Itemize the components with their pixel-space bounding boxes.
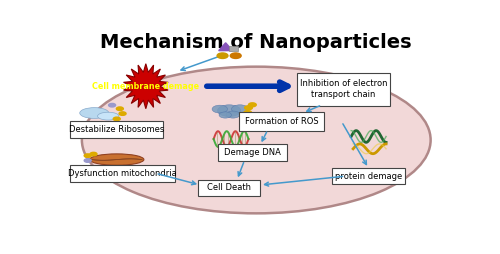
FancyBboxPatch shape: [297, 73, 390, 106]
Ellipse shape: [82, 67, 430, 213]
Circle shape: [218, 105, 241, 117]
Circle shape: [84, 154, 91, 157]
Text: Dysfunction mitochondria: Dysfunction mitochondria: [68, 169, 177, 178]
Circle shape: [244, 111, 252, 115]
Circle shape: [248, 103, 256, 107]
Circle shape: [90, 152, 97, 156]
Text: Destabilize Ribosomes: Destabilize Ribosomes: [69, 125, 164, 134]
FancyBboxPatch shape: [239, 112, 324, 131]
Circle shape: [114, 117, 120, 121]
Text: Inhibition of electron
transport chain: Inhibition of electron transport chain: [300, 80, 387, 99]
Circle shape: [219, 112, 232, 118]
Circle shape: [119, 112, 126, 115]
Ellipse shape: [98, 112, 119, 120]
Text: Cell Death: Cell Death: [207, 183, 251, 193]
FancyBboxPatch shape: [229, 46, 237, 51]
Text: Formation of ROS: Formation of ROS: [244, 117, 318, 126]
FancyBboxPatch shape: [218, 145, 287, 161]
Polygon shape: [124, 64, 168, 109]
FancyBboxPatch shape: [332, 168, 406, 184]
Circle shape: [226, 111, 240, 118]
Ellipse shape: [80, 108, 109, 118]
Circle shape: [84, 159, 91, 162]
Circle shape: [244, 106, 252, 110]
Text: Demage DNA: Demage DNA: [224, 148, 281, 157]
Circle shape: [212, 105, 228, 113]
FancyBboxPatch shape: [198, 180, 260, 196]
Polygon shape: [218, 43, 232, 51]
Text: Cell membrane demage: Cell membrane demage: [92, 82, 200, 91]
Text: Mechanism of Nanoparticles: Mechanism of Nanoparticles: [100, 34, 412, 52]
Circle shape: [230, 53, 241, 58]
FancyBboxPatch shape: [70, 121, 163, 138]
Circle shape: [116, 107, 123, 110]
Ellipse shape: [90, 154, 144, 165]
FancyBboxPatch shape: [70, 165, 175, 182]
Circle shape: [232, 105, 248, 113]
Circle shape: [217, 53, 228, 58]
Circle shape: [108, 103, 116, 107]
Text: protein demage: protein demage: [335, 172, 402, 181]
